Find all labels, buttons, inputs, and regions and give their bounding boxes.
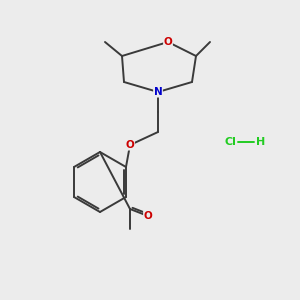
Text: Cl: Cl — [224, 137, 236, 147]
Text: N: N — [154, 87, 162, 97]
Text: H: H — [256, 137, 265, 147]
Text: O: O — [126, 140, 134, 150]
Text: O: O — [164, 37, 172, 47]
Text: O: O — [144, 211, 152, 221]
